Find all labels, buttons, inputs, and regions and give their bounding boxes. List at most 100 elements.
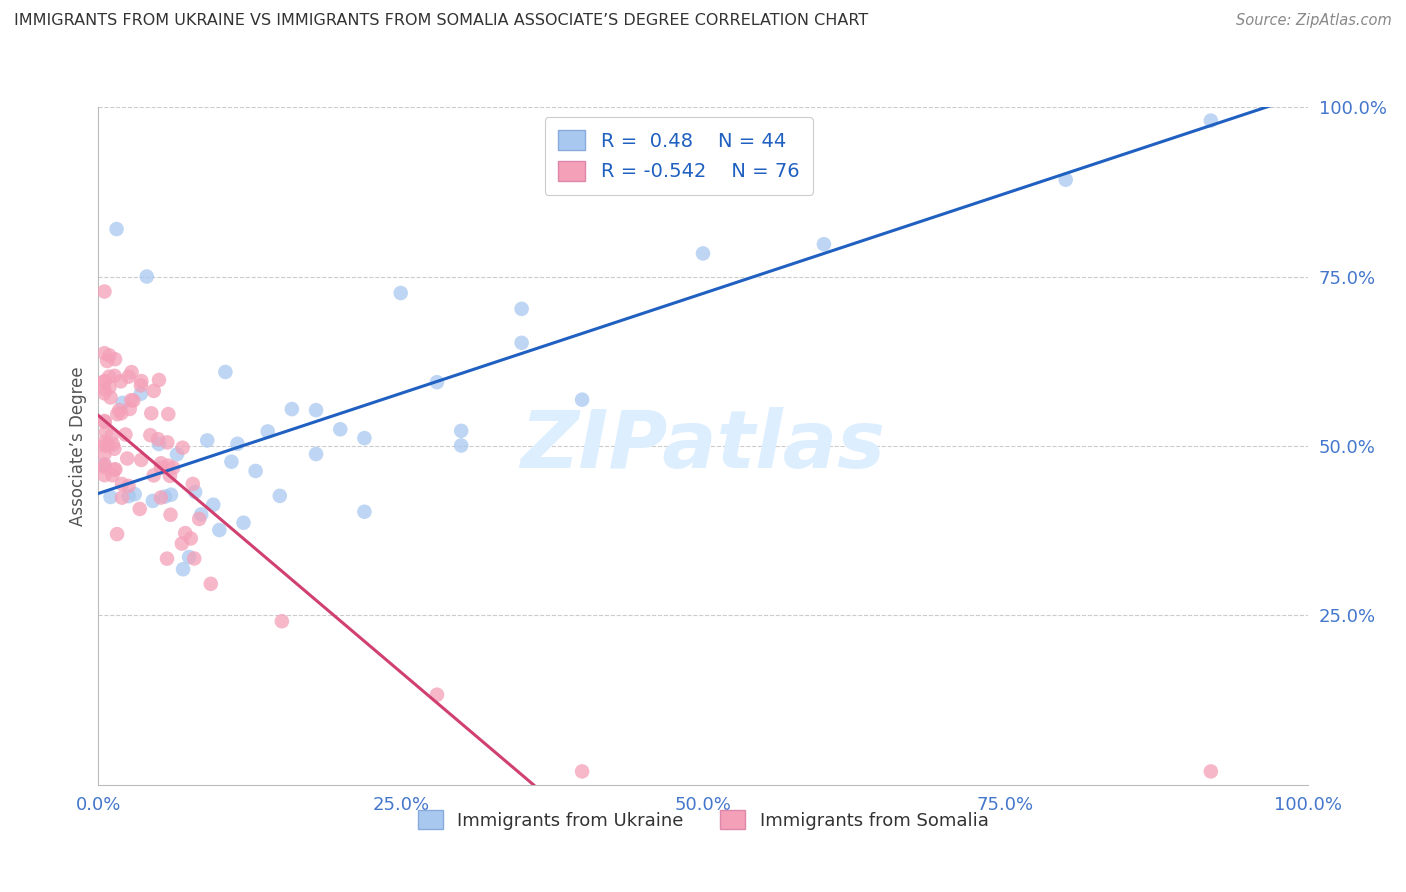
Point (214, 365, 236, 379)
Point (353, 505, 375, 519)
Point (159, 468, 181, 483)
Point (103, 462, 125, 476)
Point (153, 490, 176, 504)
Point (426, 688, 449, 702)
Point (93, 375, 115, 389)
Point (98, 380, 121, 394)
Point (129, 453, 152, 467)
Point (450, 424, 472, 438)
Point (157, 458, 180, 473)
Point (104, 352, 127, 367)
Point (232, 516, 254, 530)
Point (93, 382, 115, 396)
Point (100, 391, 122, 405)
Point (188, 512, 211, 526)
Point (122, 393, 145, 408)
Point (93, 439, 115, 453)
Point (149, 491, 172, 505)
Point (426, 375, 449, 389)
Point (93, 460, 115, 475)
Point (93, 285, 115, 299)
Point (269, 489, 291, 503)
Point (139, 428, 162, 442)
Point (115, 451, 138, 466)
Point (245, 464, 267, 478)
Point (98, 348, 121, 362)
Point (142, 384, 165, 398)
Point (450, 438, 472, 452)
Point (93, 468, 115, 483)
Point (571, 392, 593, 407)
Point (150, 456, 173, 470)
Point (142, 494, 165, 508)
Point (256, 425, 278, 439)
Point (101, 428, 124, 442)
Point (124, 487, 146, 501)
Point (118, 369, 141, 384)
Point (1199, 764, 1222, 779)
Point (93, 435, 115, 450)
Point (1199, 113, 1222, 128)
Point (510, 335, 533, 350)
Point (135, 269, 157, 284)
Point (170, 536, 193, 550)
Point (93, 447, 115, 461)
Point (305, 447, 328, 461)
Text: IMMIGRANTS FROM UKRAINE VS IMMIGRANTS FROM SOMALIA ASSOCIATE’S DEGREE CORRELATIO: IMMIGRANTS FROM UKRAINE VS IMMIGRANTS FR… (14, 13, 869, 29)
Point (200, 577, 222, 591)
Point (93, 386, 115, 401)
Point (181, 477, 204, 491)
Point (160, 488, 183, 502)
Point (131, 374, 153, 388)
Point (101, 468, 124, 483)
Point (305, 403, 328, 417)
Point (110, 406, 132, 420)
Point (114, 427, 136, 442)
Point (692, 246, 714, 260)
Point (141, 406, 163, 420)
Point (226, 437, 249, 451)
Point (156, 435, 179, 450)
Point (94, 425, 117, 440)
Point (281, 402, 304, 417)
Point (96, 354, 118, 368)
Point (353, 431, 375, 445)
Point (174, 526, 197, 541)
Point (93, 346, 115, 360)
Point (162, 460, 184, 475)
Point (389, 285, 412, 300)
Point (100, 490, 122, 504)
Point (93, 458, 115, 472)
Point (94, 415, 117, 429)
Point (105, 222, 128, 236)
Point (166, 447, 188, 461)
Point (111, 491, 134, 505)
Point (510, 301, 533, 316)
Point (118, 402, 141, 417)
Point (184, 485, 207, 500)
Point (118, 489, 141, 503)
Point (120, 393, 142, 408)
Point (270, 614, 292, 628)
Point (571, 764, 593, 779)
Point (148, 437, 170, 451)
Point (156, 551, 179, 566)
Point (104, 462, 127, 476)
Text: ZIPatlas: ZIPatlas (520, 407, 886, 485)
Point (108, 403, 131, 417)
Point (183, 551, 205, 566)
Point (121, 365, 143, 379)
Point (149, 460, 172, 475)
Point (195, 434, 218, 448)
Point (157, 407, 180, 421)
Point (208, 523, 231, 537)
Point (128, 502, 150, 516)
Point (104, 368, 127, 383)
Legend: Immigrants from Ukraine, Immigrants from Somalia: Immigrants from Ukraine, Immigrants from… (411, 803, 995, 837)
Point (159, 508, 181, 522)
Point (103, 442, 125, 456)
Point (148, 373, 170, 387)
Point (221, 455, 243, 469)
Point (105, 407, 128, 421)
Point (202, 498, 225, 512)
